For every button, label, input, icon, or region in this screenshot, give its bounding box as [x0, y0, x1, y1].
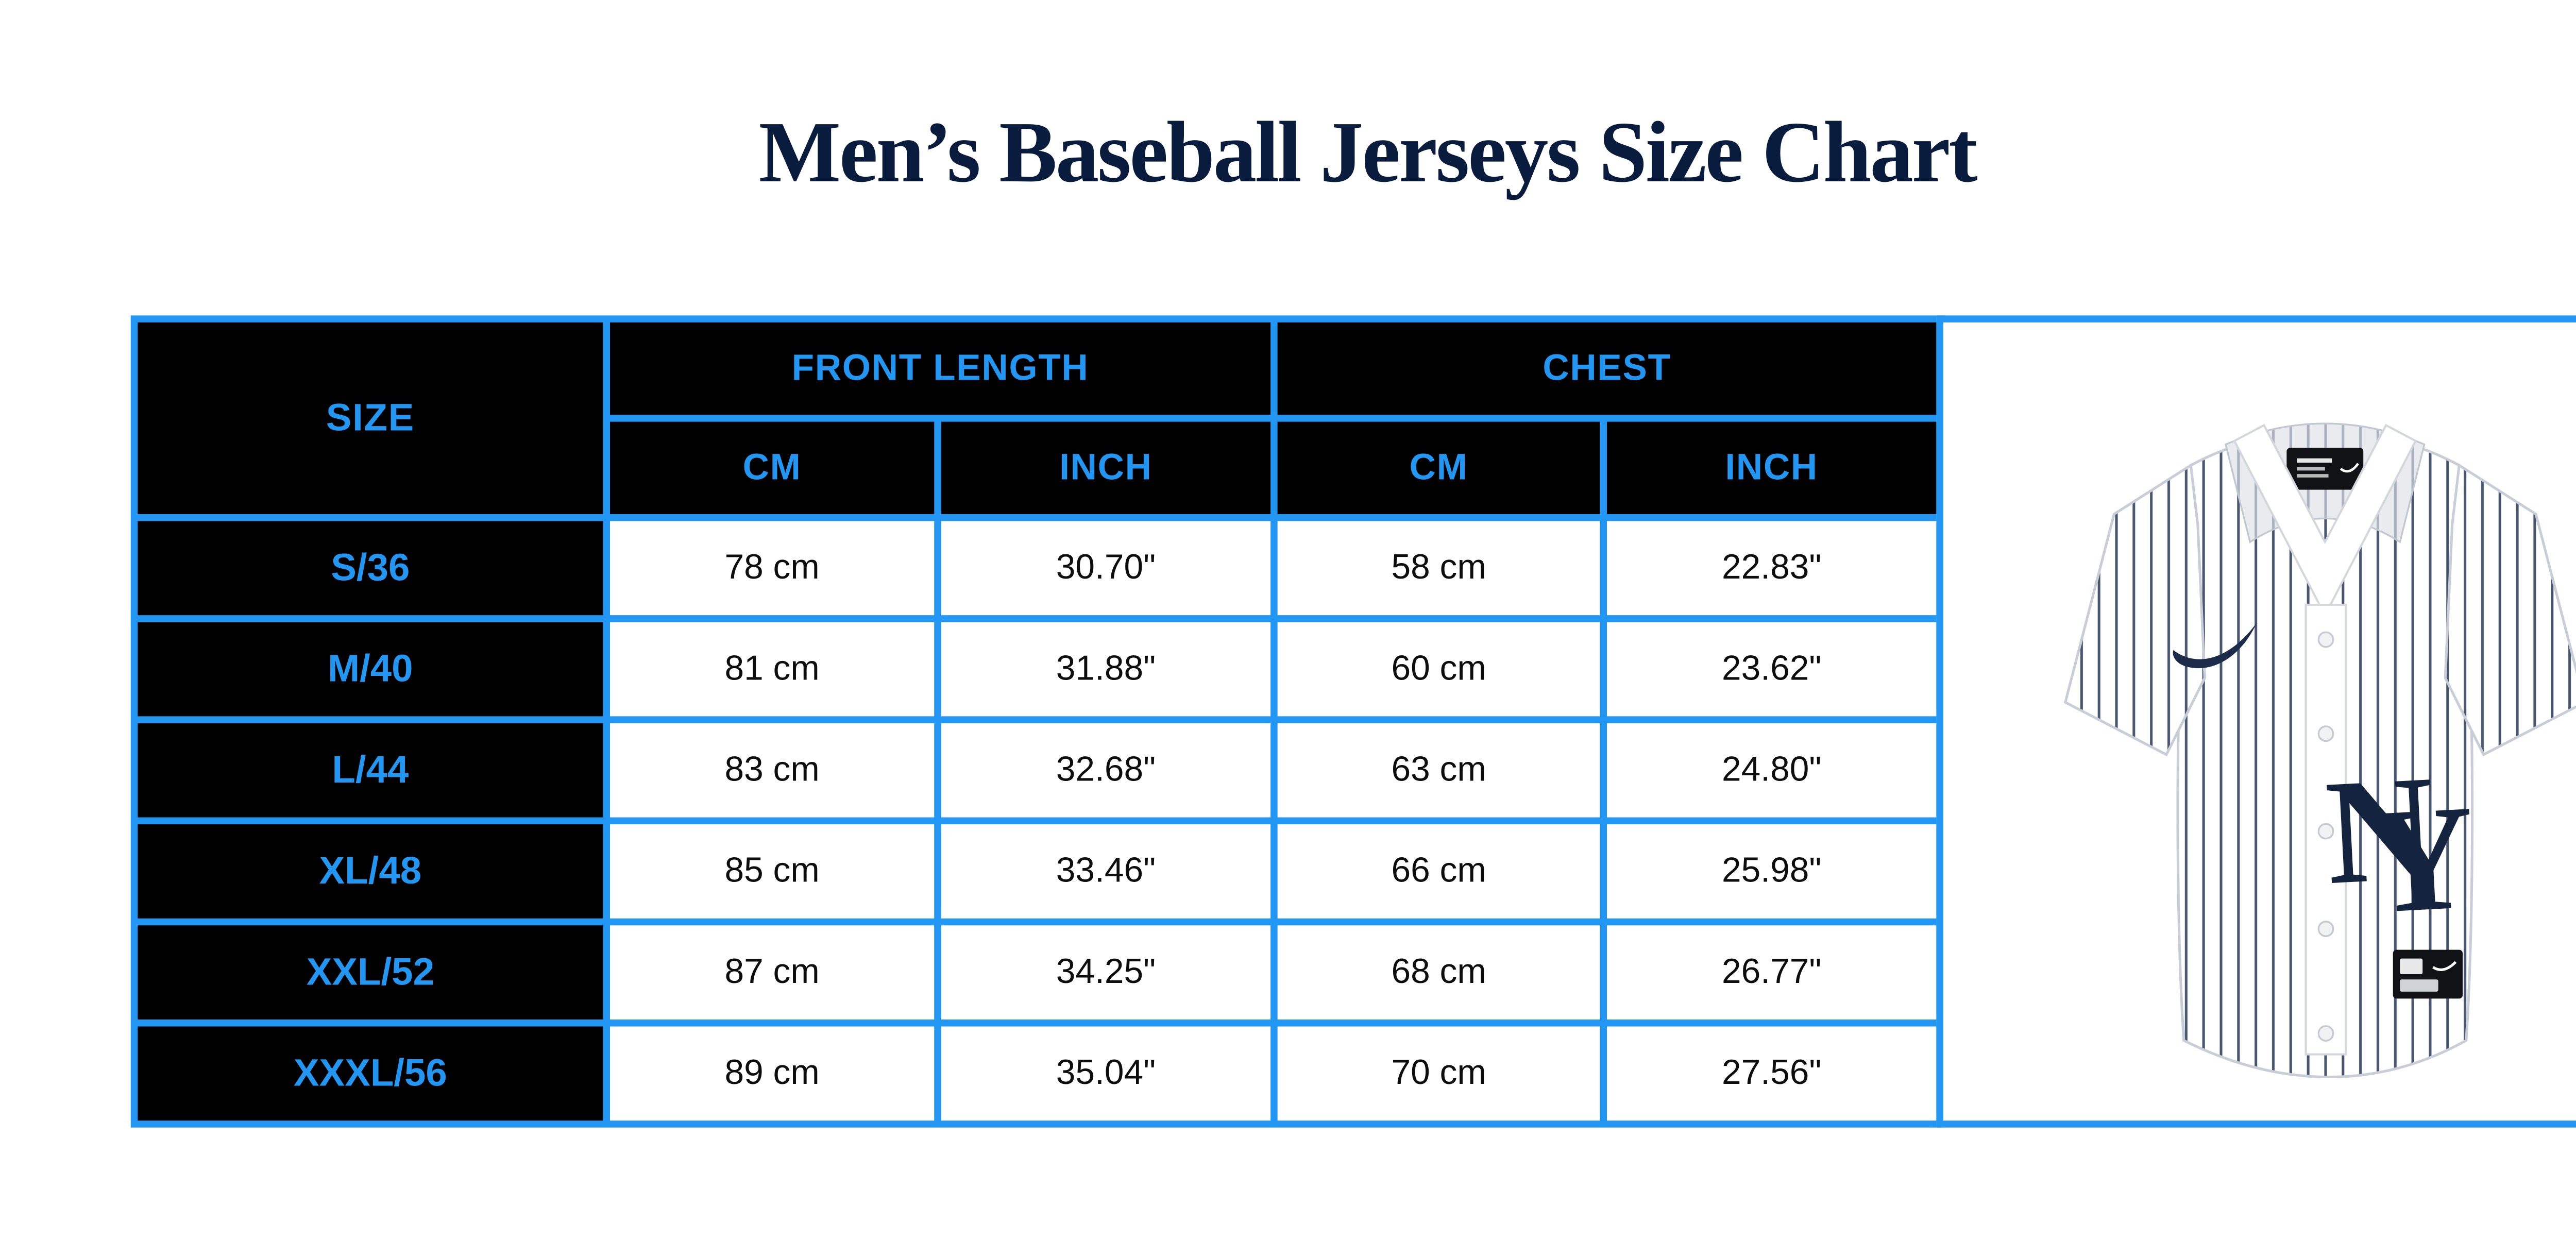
row-4-front-cm: 87 cm: [610, 925, 935, 1020]
row-5-front-inch: 35.04": [941, 1026, 1271, 1121]
row-0-size: S/36: [138, 521, 603, 616]
row-1-front-cm: 81 cm: [610, 622, 935, 717]
column-header-size: SIZE: [138, 322, 603, 514]
row-1-chest-cm: 60 cm: [1277, 622, 1600, 717]
column-group-front-length: FRONT LENGTH: [610, 322, 1271, 415]
jersey-illustration: N Y: [2063, 422, 2576, 1079]
row-3-front-cm: 85 cm: [610, 824, 935, 919]
row-2-chest-cm: 63 cm: [1277, 723, 1600, 818]
row-0-front-inch: 30.70": [941, 521, 1271, 616]
row-4-chest-cm: 68 cm: [1277, 925, 1600, 1020]
column-header-front-inch: INCH: [941, 421, 1271, 514]
row-4-size: XXL/52: [138, 925, 603, 1020]
row-5-chest-inch: 27.56": [1607, 1026, 1937, 1121]
jersey-left-sleeve: [2063, 463, 2206, 757]
nike-swoosh-icon: [2172, 622, 2257, 669]
row-2-front-inch: 32.68": [941, 723, 1271, 818]
jersey-right-sleeve: [2443, 463, 2576, 757]
row-2-size: L/44: [138, 723, 603, 818]
row-0-front-cm: 78 cm: [610, 521, 935, 616]
size-table: SIZE FRONT LENGTH CHEST CM INCH CM INCH …: [130, 315, 1943, 1128]
row-4-front-inch: 34.25": [941, 925, 1271, 1020]
row-3-chest-inch: 25.98": [1607, 824, 1937, 919]
jock-tag: [2392, 949, 2462, 999]
row-5-chest-cm: 70 cm: [1277, 1026, 1600, 1121]
row-1-size: M/40: [138, 622, 603, 717]
row-2-front-cm: 83 cm: [610, 723, 935, 818]
column-group-chest: CHEST: [1277, 322, 1937, 415]
row-1-chest-inch: 23.62": [1607, 622, 1937, 717]
column-header-front-cm: CM: [610, 421, 935, 514]
row-3-chest-cm: 66 cm: [1277, 824, 1600, 919]
row-2-chest-inch: 24.80": [1607, 723, 1937, 818]
row-5-size: XXXL/56: [138, 1026, 603, 1121]
ny-logo: N Y: [2321, 744, 2478, 945]
column-header-chest-inch: INCH: [1607, 421, 1937, 514]
collar-tag: [2285, 448, 2363, 490]
row-3-front-inch: 33.46": [941, 824, 1271, 919]
jersey-image-panel: N Y: [1936, 315, 2576, 1128]
row-0-chest-inch: 22.83": [1607, 521, 1937, 616]
ny-logo-n: N: [2321, 744, 2438, 916]
row-1-front-inch: 31.88": [941, 622, 1271, 717]
page-title: Men’s Baseball Jerseys Size Chart: [758, 103, 1978, 201]
row-5-front-cm: 89 cm: [610, 1026, 935, 1121]
row-4-chest-inch: 26.77": [1607, 925, 1937, 1020]
ny-logo-y: Y: [2361, 774, 2478, 945]
row-3-size: XL/48: [138, 824, 603, 919]
size-chart: SIZE FRONT LENGTH CHEST CM INCH CM INCH …: [130, 315, 2576, 1128]
row-0-chest-cm: 58 cm: [1277, 521, 1600, 616]
jersey-buttons: [2316, 631, 2333, 1042]
column-header-chest-cm: CM: [1277, 421, 1600, 514]
